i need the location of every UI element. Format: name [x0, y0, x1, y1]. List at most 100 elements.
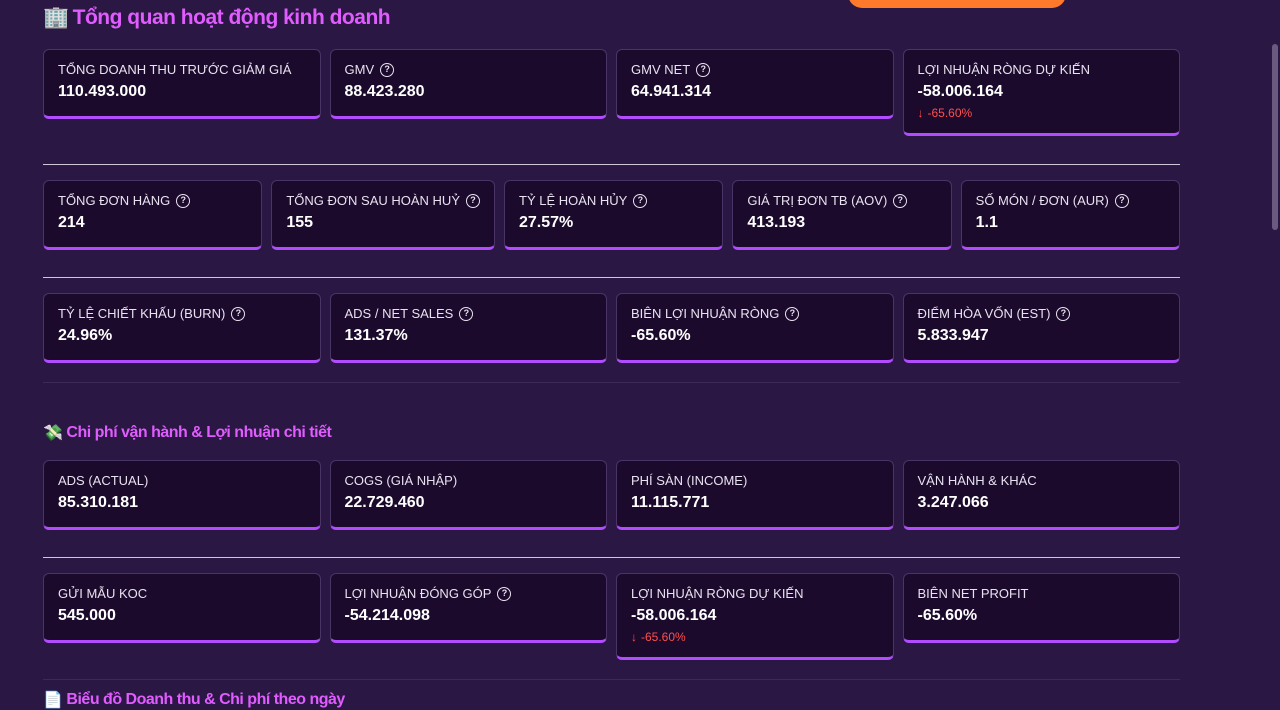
metric-label: COGS (GIÁ NHẬP)	[345, 473, 593, 488]
overview-row-revenue: TỔNG DOANH THU TRƯỚC GIẢM GIÁ 110.493.000…	[43, 49, 1180, 136]
metric-label-text: LỢI NHUẬN RÒNG DỰ KIẾN	[917, 62, 1091, 77]
metric-card: TỔNG ĐƠN SAU HOÀN HUỶ? 155	[271, 180, 495, 250]
metric-label: TỔNG DOANH THU TRƯỚC GIẢM GIÁ	[58, 62, 306, 77]
metric-label-text: GMV	[344, 62, 375, 77]
metric-label: VẬN HÀNH & KHÁC	[918, 473, 1166, 488]
overview-title: 🏢 Tổng quan hoạt động kinh doanh	[43, 6, 391, 30]
metric-label: BIÊN NET PROFIT	[918, 586, 1166, 601]
metric-value: 155	[286, 214, 314, 231]
help-icon[interactable]: ?	[459, 306, 474, 321]
divider	[43, 679, 1180, 680]
help-icon[interactable]: ?	[633, 193, 648, 208]
metric-label: LỢI NHUẬN RÒNG DỰ KIẾN	[631, 586, 879, 601]
metric-value: 3.247.066	[917, 494, 989, 511]
metric-value: -65.60%	[631, 327, 691, 344]
divider	[43, 164, 1180, 165]
metric-label: GIÁ TRỊ ĐƠN TB (AOV)?	[747, 193, 936, 208]
metric-label-text: ĐIỂM HÒA VỐN (EST)	[917, 306, 1051, 321]
metric-card: ADS / NET SALES? 131.37%	[329, 293, 607, 363]
metric-card: TỔNG ĐƠN HÀNG? 214	[43, 180, 263, 250]
arrow-down-icon: ↓	[917, 106, 924, 120]
help-icon[interactable]: ?	[785, 306, 800, 321]
metric-label: PHÍ SÀN (INCOME)	[631, 473, 879, 488]
metric-label-text: PHÍ SÀN (INCOME)	[631, 473, 748, 488]
help-icon[interactable]: ?	[466, 193, 480, 208]
metric-delta-text: -65.60%	[641, 630, 686, 644]
metric-label-text: ADS (ACTUAL)	[58, 473, 149, 488]
metric-card: PHÍ SÀN (INCOME) 11.115.771	[616, 460, 894, 530]
metric-card: ĐIỂM HÒA VỐN (EST)? 5.833.947	[902, 293, 1180, 363]
money-wings-icon: 💸	[43, 425, 63, 442]
costs-row-expenses: ADS (ACTUAL) 85.310.181 COGS (GIÁ NHẬP) 22.…	[43, 460, 1180, 530]
metric-label: GMV?	[345, 62, 593, 77]
divider	[43, 277, 1180, 278]
help-icon[interactable]: ?	[176, 193, 191, 208]
metric-label-text: TỔNG ĐƠN SAU HOÀN HUỶ	[286, 193, 460, 208]
metric-value: 214	[58, 214, 85, 231]
metric-label: LỢI NHUẬN ĐÓNG GÓP?	[345, 586, 593, 601]
metric-label: GMV NET?	[631, 62, 879, 77]
metric-card: SỐ MÓN / ĐƠN (AUR)? 1.1	[960, 180, 1180, 250]
metric-label-text: GỬI MẪU KOC	[58, 586, 148, 601]
help-icon[interactable]: ?	[497, 586, 512, 601]
divider	[43, 382, 1180, 383]
metric-label-text: COGS (GIÁ NHẬP)	[344, 473, 458, 488]
metric-label-text: TỶ LỆ CHIẾT KHẤU (BURN)	[58, 306, 226, 321]
help-icon[interactable]: ?	[380, 62, 395, 77]
metric-card: VẬN HÀNH & KHÁC 3.247.066	[902, 460, 1180, 530]
overview-row-orders: TỔNG ĐƠN HÀNG? 214 TỔNG ĐƠN SAU HOÀN HUỶ? 1…	[43, 180, 1180, 250]
help-icon[interactable]: ?	[696, 62, 711, 77]
metric-label: LỢI NHUẬN RÒNG DỰ KIẾN	[918, 62, 1166, 77]
metric-label-text: SỐ MÓN / ĐƠN (AUR)	[975, 193, 1109, 208]
costs-title-text: Chi phí vận hành & Lợi nhuận chi tiết	[66, 424, 332, 441]
metric-card: TỶ LỆ CHIẾT KHẤU (BURN)? 24.96%	[43, 293, 321, 363]
metric-value: 110.493.000	[58, 83, 147, 100]
metric-card: LỢI NHUẬN RÒNG DỰ KIẾN -58.006.164 ↓ -65.60…	[616, 573, 894, 660]
action-button[interactable]	[848, 0, 1066, 8]
scrollbar[interactable]	[1270, 0, 1280, 699]
overview-row-ratios: TỶ LỆ CHIẾT KHẤU (BURN)? 24.96% ADS / NET …	[43, 293, 1180, 363]
metric-label-text: BIÊN NET PROFIT	[917, 586, 1029, 601]
metric-value: 88.423.280	[344, 83, 425, 100]
metric-value: 24.96%	[58, 327, 113, 344]
metric-card: BIÊN NET PROFIT -65.60%	[902, 573, 1180, 643]
metric-value: 22.729.460	[344, 494, 425, 511]
metric-label: ADS (ACTUAL)	[58, 473, 306, 488]
metric-value: -65.60%	[917, 607, 978, 624]
metric-label-text: TỔNG DOANH THU TRƯỚC GIẢM GIÁ	[58, 62, 292, 77]
metric-card: GIÁ TRỊ ĐƠN TB (AOV)? 413.193	[732, 180, 952, 250]
chart-section-title-text: Biểu đồ Doanh thu & Chi phí theo ngày	[66, 691, 345, 708]
metric-label: TỶ LỆ HOÀN HỦY?	[519, 193, 708, 208]
metric-label: ĐIỂM HÒA VỐN (EST)?	[918, 306, 1166, 321]
scrollbar-thumb[interactable]	[1272, 44, 1278, 230]
help-icon[interactable]: ?	[1114, 193, 1129, 208]
metric-card: LỢI NHUẬN RÒNG DỰ KIẾN -58.006.164 ↓ -65.60…	[902, 49, 1180, 136]
metric-label: BIÊN LỢI NHUẬN RÒNG?	[631, 306, 879, 321]
overview-title-text: Tổng quan hoạt động kinh doanh	[72, 6, 391, 29]
metric-label: GỬI MẪU KOC	[58, 586, 306, 601]
metric-value: 545.000	[58, 607, 116, 624]
help-icon[interactable]: ?	[893, 193, 908, 208]
metric-value: 131.37%	[344, 327, 408, 344]
help-icon[interactable]: ?	[231, 306, 246, 321]
metric-label-text: TỔNG ĐƠN HÀNG	[58, 193, 171, 208]
metric-label-text: BIÊN LỢI NHUẬN RÒNG	[631, 306, 780, 321]
document-icon: 📄	[43, 692, 63, 709]
building-icon: 🏢	[43, 6, 69, 29]
metric-label-text: VẬN HÀNH & KHÁC	[917, 473, 1037, 488]
metric-label-text: LỢI NHUẬN ĐÓNG GÓP	[344, 586, 492, 601]
metric-card: GMV NET? 64.941.314	[616, 49, 894, 119]
arrow-down-icon: ↓	[631, 630, 637, 644]
divider	[43, 557, 1180, 558]
metric-value: -58.006.164	[917, 83, 1003, 100]
metric-label-text: TỶ LỆ HOÀN HỦY	[519, 193, 628, 208]
metric-label: SỐ MÓN / ĐƠN (AUR)?	[976, 193, 1165, 208]
metric-label: TỔNG ĐƠN SAU HOÀN HUỶ?	[286, 193, 480, 208]
metric-delta: ↓ -65.60%	[918, 106, 1166, 120]
help-icon[interactable]: ?	[1056, 306, 1071, 321]
metric-card: COGS (GIÁ NHẬP) 22.729.460	[329, 460, 607, 530]
metric-card: TỶ LỆ HOÀN HỦY? 27.57%	[504, 180, 724, 250]
metric-value: 11.115.771	[631, 494, 710, 511]
metric-value: 85.310.181	[58, 494, 139, 511]
metric-card: GỬI MẪU KOC 545.000	[43, 573, 321, 643]
